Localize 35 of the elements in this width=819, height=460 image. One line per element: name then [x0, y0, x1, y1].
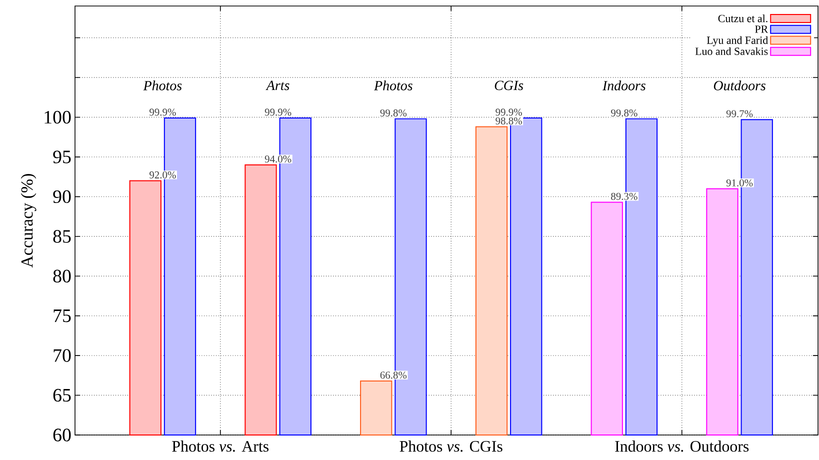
legend-label: Lyu and Farid: [706, 36, 768, 46]
x-tick-label: Indoors: [602, 80, 646, 90]
y-tick-label: 95: [53, 150, 71, 164]
data-label: 99.7%: [726, 110, 753, 118]
x-tick-label: Photos: [374, 80, 412, 90]
data-label: 92.0%: [150, 171, 176, 178]
y-tick-label: 70: [54, 349, 71, 362]
data-label: 94.0%: [264, 156, 292, 163]
data-label: 99.8%: [611, 109, 638, 117]
x-tick-label: Photos: [143, 80, 182, 90]
data-label: 99.9%: [264, 108, 292, 116]
y-tick-label: 75: [54, 310, 71, 322]
data-label: 91.0%: [726, 179, 753, 186]
x-tick-label: Arts: [266, 80, 290, 90]
legend-label: Luo and Savakis: [695, 47, 768, 56]
y-tick-label: 80: [53, 270, 71, 282]
text: Photos vs. CGIs: [400, 440, 502, 452]
legend-label: PR: [755, 26, 768, 33]
data-label: 98.8%: [496, 117, 522, 124]
legend-label: Cutzu et al.: [718, 14, 768, 22]
data-label: 89.3%: [611, 192, 638, 200]
x-tick-label: Outdoors: [714, 80, 766, 90]
text: Indoors vs. Outdoors: [615, 440, 749, 452]
data-label: 99.8%: [380, 109, 407, 117]
y-tick-label: 65: [53, 388, 71, 402]
y-tick-label: 100: [44, 110, 71, 124]
text: Photos vs. Arts: [172, 440, 269, 452]
x-tick-label: CGIs: [494, 80, 524, 90]
data-label: 99.9%: [150, 108, 176, 116]
data-label: 99.9%: [496, 108, 522, 116]
y-tick-label: 90: [53, 190, 71, 204]
y-axis-title: Accuracy (%): [20, 174, 36, 268]
data-label: 66.8%: [380, 372, 407, 379]
y-tick-label: 60: [53, 428, 71, 442]
y-tick-label: 85: [53, 230, 71, 243]
